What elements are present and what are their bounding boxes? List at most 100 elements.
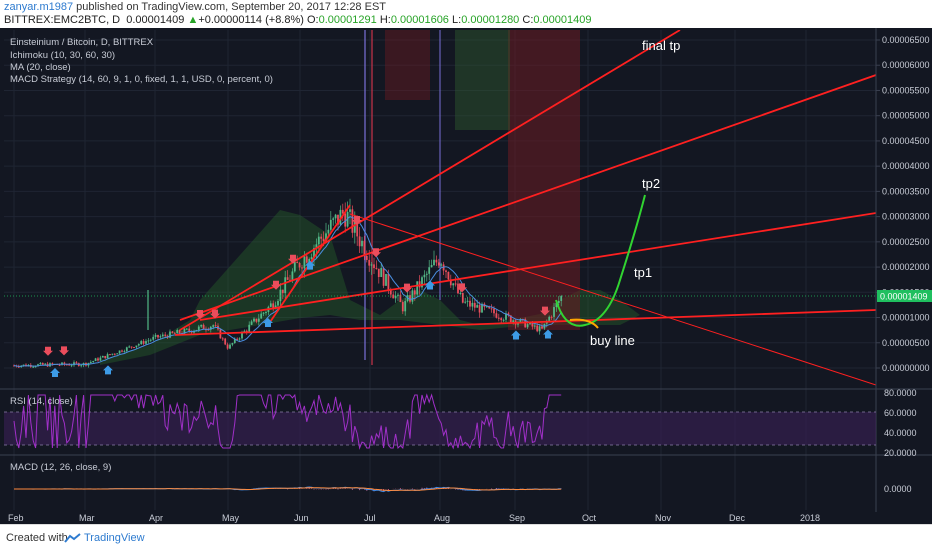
candle-body bbox=[65, 364, 68, 366]
candle-body bbox=[123, 351, 126, 353]
buy-arrow-icon bbox=[425, 280, 435, 290]
legend: Einsteinium / Bitcoin, D, BITTREX Ichimo… bbox=[10, 37, 273, 85]
candle-body bbox=[301, 267, 303, 269]
candle-body bbox=[445, 270, 447, 272]
candle-body bbox=[502, 319, 505, 321]
candle-body bbox=[476, 305, 479, 308]
price-tick-label: 0.00003500 bbox=[882, 186, 930, 196]
candle-body bbox=[481, 303, 483, 313]
candle-body bbox=[75, 362, 78, 364]
candle-body bbox=[493, 308, 495, 314]
sell-arrow-icon bbox=[352, 215, 362, 225]
candle-body bbox=[452, 283, 455, 286]
candle-body bbox=[236, 338, 239, 340]
candle-body bbox=[92, 361, 95, 363]
legend-ma[interactable]: MA (20, close) bbox=[10, 62, 71, 73]
signal-line bbox=[14, 487, 562, 491]
candle-body bbox=[89, 361, 92, 363]
rsi-axis: 80.0000 60.0000 40.0000 20.0000 bbox=[884, 388, 917, 458]
low-label: L: bbox=[452, 14, 462, 26]
rsi-label[interactable]: RSI (14, close) bbox=[10, 396, 73, 407]
candle-body bbox=[99, 357, 102, 361]
candle-body bbox=[308, 259, 311, 263]
candle-body bbox=[193, 331, 195, 333]
trend-lines bbox=[174, 30, 876, 386]
price-tick-label: 0.00005000 bbox=[882, 111, 930, 121]
annotation-buy-line: buy line bbox=[590, 333, 635, 348]
candle-body bbox=[449, 279, 452, 286]
candle-body bbox=[495, 313, 498, 318]
legend-title: Einsteinium / Bitcoin, D, BITTREX bbox=[10, 37, 154, 48]
candle-body bbox=[320, 236, 323, 239]
candle-body bbox=[269, 303, 272, 307]
buy-arrow-icon bbox=[511, 330, 521, 340]
candle-body bbox=[130, 346, 133, 348]
candle-body bbox=[104, 355, 107, 359]
candle-body bbox=[310, 257, 313, 260]
candle-body bbox=[209, 326, 212, 330]
candle-body bbox=[358, 236, 361, 247]
legend-macd-strategy[interactable]: MACD Strategy (14, 60, 9, 1, 0, fixed, 1… bbox=[10, 74, 273, 85]
candle-body bbox=[437, 262, 440, 266]
time-tick-label: Dec bbox=[729, 513, 746, 523]
candle-body bbox=[238, 338, 241, 340]
candle-body bbox=[200, 324, 203, 327]
candle-body bbox=[519, 319, 522, 323]
candle-body bbox=[231, 343, 234, 345]
candle-body bbox=[152, 336, 155, 340]
candle-body bbox=[51, 363, 54, 365]
time-axis[interactable]: Feb Mar Apr May Jun Jul Aug Sep Oct Nov Dec 2018 bbox=[8, 513, 820, 523]
candle-body bbox=[409, 295, 411, 302]
candle-body bbox=[322, 238, 325, 242]
price-tick-label: 0.00006000 bbox=[882, 60, 930, 70]
trendline-support bbox=[174, 309, 876, 336]
candle-body bbox=[94, 358, 97, 362]
candle-body bbox=[368, 259, 371, 266]
sell-arrow-icon bbox=[59, 346, 69, 356]
buy-arrow-icon bbox=[305, 260, 315, 270]
candle-body bbox=[159, 336, 162, 338]
candle-body bbox=[226, 344, 229, 349]
candle-body bbox=[157, 334, 159, 338]
candle-body bbox=[171, 331, 174, 333]
macd-label[interactable]: MACD (12, 26, close, 9) bbox=[10, 462, 111, 473]
created-with-label: Created with bbox=[6, 532, 68, 544]
chart-header: zanyar.m1987 published on TradingView.co… bbox=[0, 0, 932, 28]
buy-arrow-icon bbox=[543, 329, 553, 339]
candle-body bbox=[447, 271, 450, 280]
candle-body bbox=[416, 281, 419, 295]
buy-arrow-icon bbox=[50, 368, 60, 377]
candle-body bbox=[430, 264, 433, 268]
chart-svg[interactable]: final tp tp2 tp1 buy line Einsteinium / … bbox=[0, 28, 932, 524]
candle-body bbox=[118, 350, 121, 354]
candle-body bbox=[68, 364, 71, 366]
candle-body bbox=[440, 264, 443, 266]
candle-body bbox=[260, 313, 263, 319]
time-tick-label: Jun bbox=[294, 513, 309, 523]
candle-body bbox=[262, 312, 265, 314]
candle-body bbox=[387, 273, 390, 290]
candle-body bbox=[41, 362, 44, 365]
macd-tick-label: 0.0000 bbox=[884, 484, 912, 494]
candle-body bbox=[377, 268, 380, 278]
candle-body bbox=[221, 338, 224, 340]
candle-body bbox=[137, 344, 140, 346]
legend-ichimoku[interactable]: Ichimoku (10, 30, 60, 30) bbox=[10, 50, 115, 61]
candle-body bbox=[404, 301, 407, 312]
candle-body bbox=[413, 290, 416, 295]
candle-body bbox=[296, 262, 299, 264]
candle-body bbox=[279, 289, 282, 302]
candle-body bbox=[121, 350, 123, 352]
time-tick-label: Aug bbox=[434, 513, 450, 523]
candle-body bbox=[548, 316, 551, 321]
open-label: O: bbox=[307, 14, 319, 26]
tradingview-brand[interactable]: TradingView bbox=[84, 532, 145, 544]
sell-arrow-icon bbox=[271, 280, 281, 290]
price-tick-label: 0.00000000 bbox=[882, 363, 930, 373]
candle-body bbox=[176, 330, 179, 334]
author-link[interactable]: zanyar.m1987 bbox=[4, 1, 74, 13]
candle-body bbox=[265, 311, 267, 313]
candle-body bbox=[245, 330, 248, 332]
candle-body bbox=[291, 271, 294, 281]
chart-area[interactable]: final tp tp2 tp1 buy line Einsteinium / … bbox=[0, 28, 932, 524]
